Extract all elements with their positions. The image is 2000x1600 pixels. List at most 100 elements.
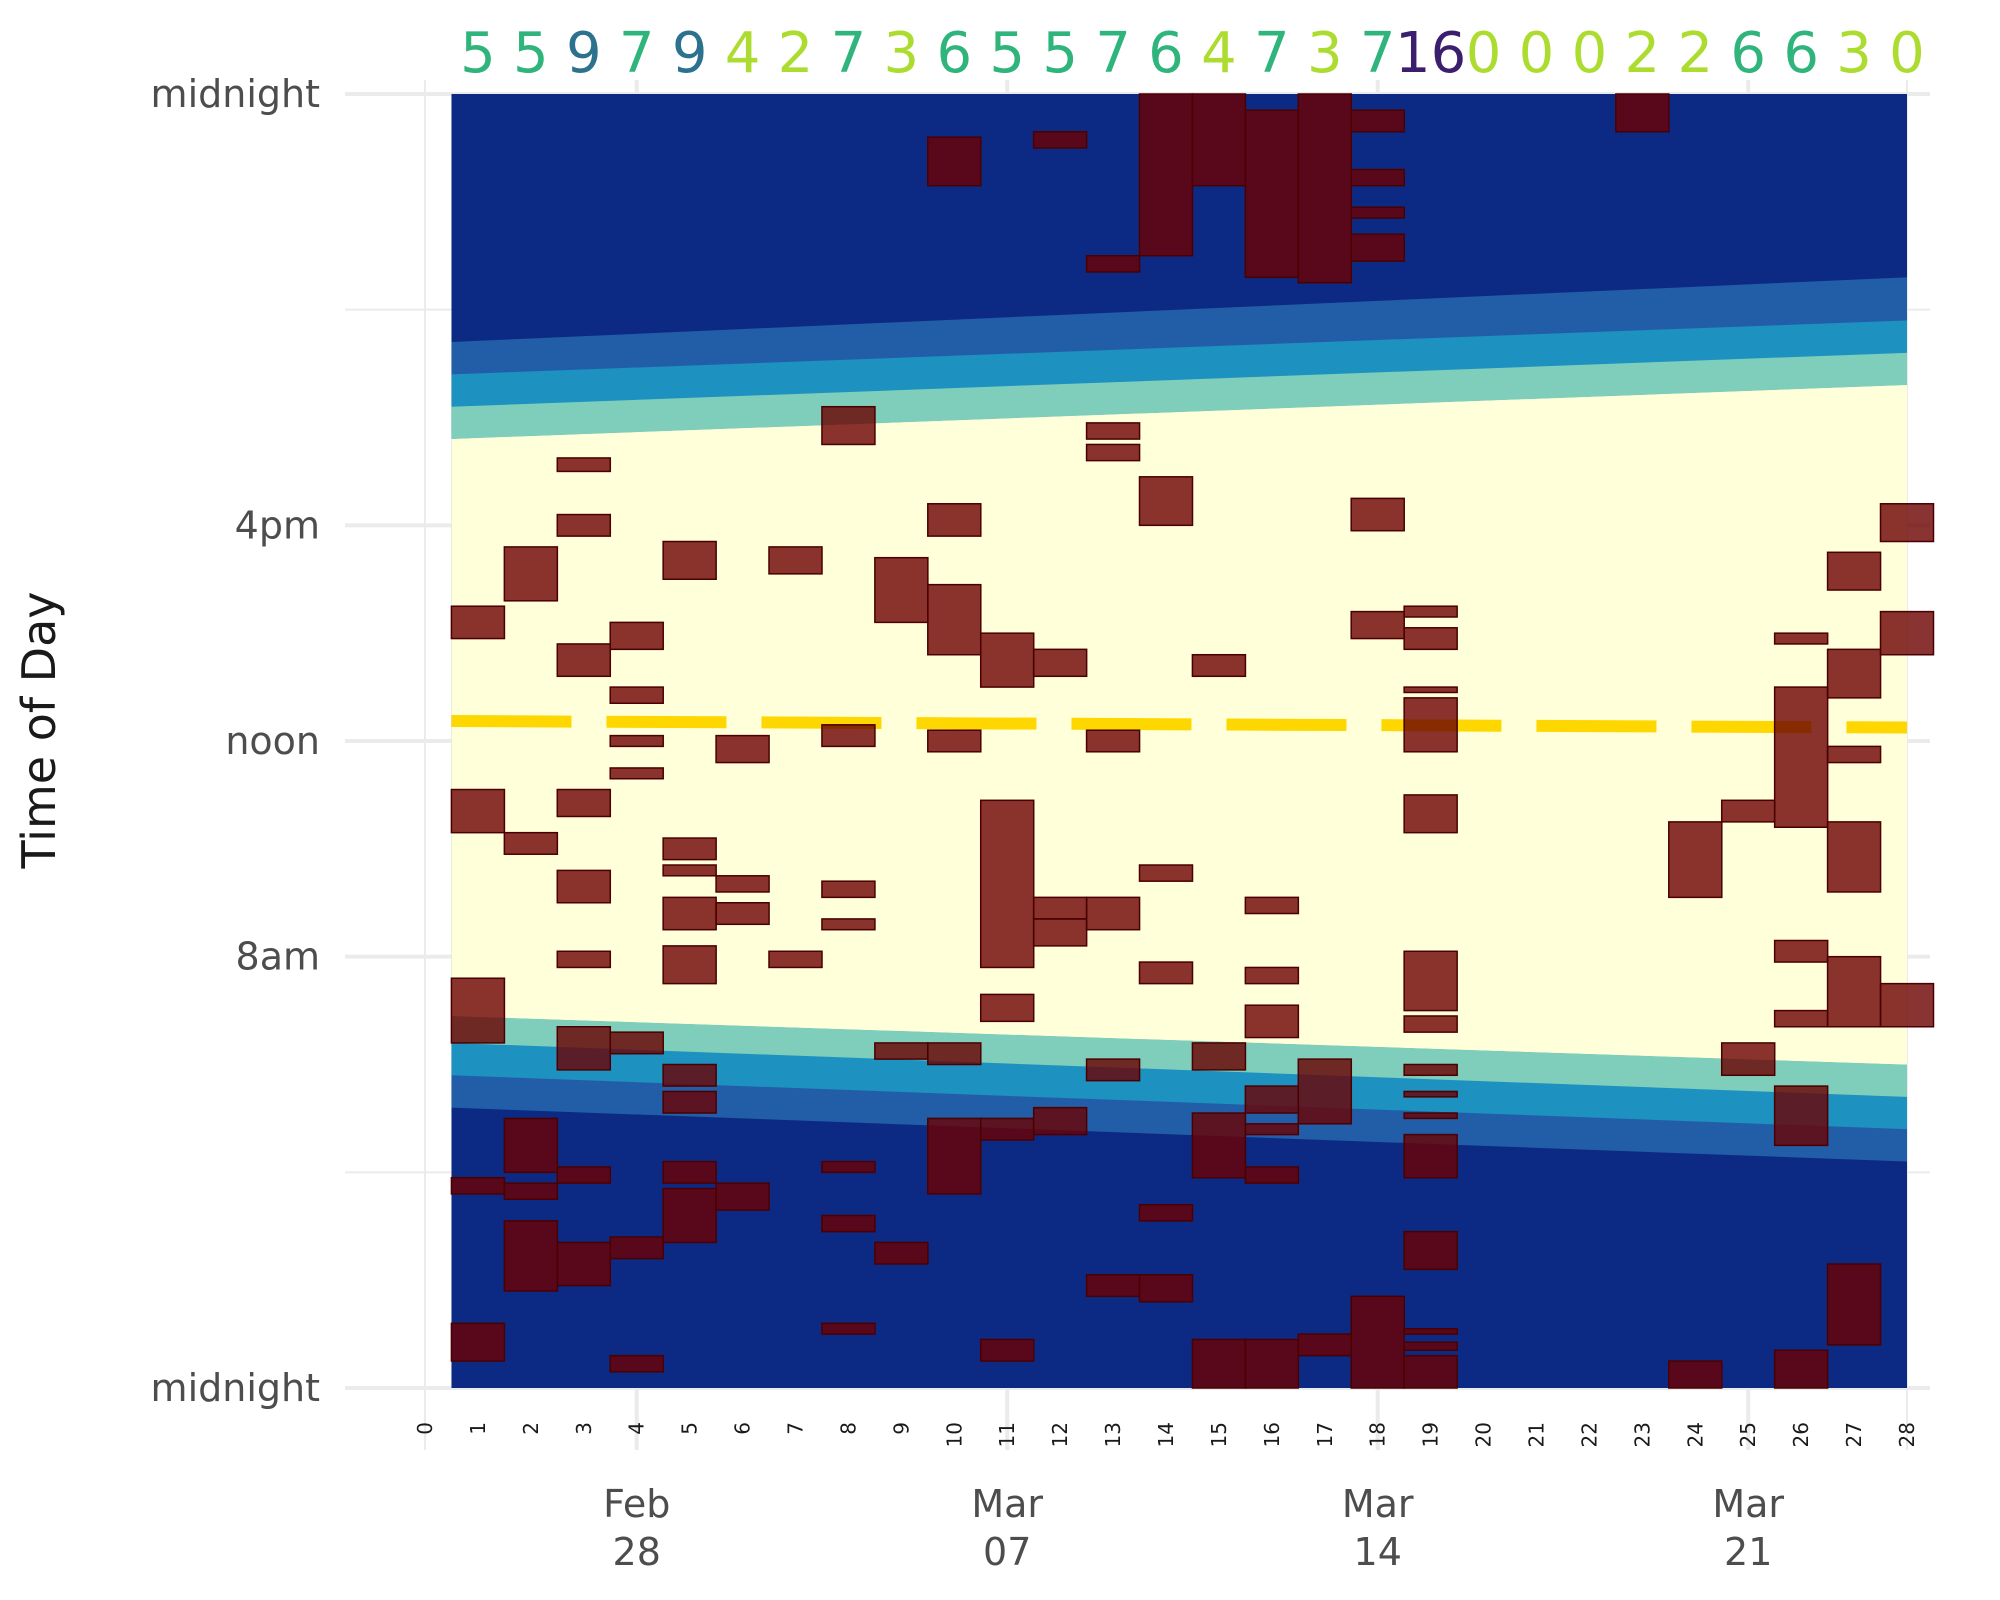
x-index-tick-13: 13 <box>1101 1422 1125 1447</box>
x-index-tick-12: 12 <box>1048 1422 1072 1447</box>
x-index-tick-17: 17 <box>1313 1422 1337 1447</box>
activity-block-62 <box>1032 130 1088 149</box>
activity-block-6 <box>503 831 559 855</box>
activity-block-99 <box>1350 233 1405 262</box>
activity-block-8 <box>503 1182 559 1201</box>
activity-block-81 <box>1191 653 1247 678</box>
x-index-tick-0: 0 <box>413 1422 437 1435</box>
activity-block-5 <box>503 546 559 602</box>
activity-block-9 <box>503 1220 559 1292</box>
activity-block-10 <box>556 457 612 473</box>
activity-block-0 <box>450 605 506 640</box>
activity-block-59 <box>979 993 1035 1023</box>
activity-block-45 <box>821 1160 876 1174</box>
daily-count-12: 5 <box>1042 21 1078 86</box>
daily-count-8: 7 <box>831 21 867 86</box>
activity-block-131 <box>1826 745 1882 764</box>
daily-count-4: 7 <box>619 21 655 86</box>
activity-block-22 <box>609 767 664 780</box>
activity-block-66 <box>1032 1106 1088 1136</box>
x-index-tick-7: 7 <box>784 1422 808 1435</box>
activity-block-2 <box>450 977 506 1044</box>
activity-block-38 <box>715 1182 770 1211</box>
activity-block-106 <box>1403 697 1458 753</box>
x-index-tick-8: 8 <box>836 1422 860 1435</box>
daily-count-15: 4 <box>1201 21 1237 86</box>
activity-block-101 <box>1350 610 1405 640</box>
daily-count-27: 3 <box>1836 21 1872 86</box>
activity-block-36 <box>715 875 770 893</box>
activity-block-107 <box>1403 794 1458 834</box>
activity-block-135 <box>1879 503 1935 543</box>
activity-block-129 <box>1826 551 1882 591</box>
activity-block-82 <box>1191 1042 1247 1071</box>
x-index-tick-1: 1 <box>466 1422 490 1435</box>
x-index-tick-25: 25 <box>1736 1422 1760 1447</box>
x-index-tick-19: 19 <box>1419 1422 1443 1447</box>
activity-block-112 <box>1403 1112 1458 1120</box>
activity-block-19 <box>609 621 664 651</box>
activity-block-32 <box>662 1090 717 1114</box>
activity-block-41 <box>821 405 876 446</box>
activity-block-4 <box>450 1322 506 1362</box>
daily-count-24: 2 <box>1677 21 1713 86</box>
activity-block-47 <box>821 1322 876 1335</box>
activity-block-78 <box>1138 1203 1194 1222</box>
activity-block-58 <box>979 799 1035 969</box>
activity-block-121 <box>1720 799 1776 823</box>
daily-count-19: 16 <box>1395 21 1466 86</box>
activity-block-136 <box>1879 610 1935 656</box>
activity-block-68 <box>1085 422 1141 440</box>
x-index-tick-3: 3 <box>572 1422 596 1435</box>
activity-block-1 <box>450 788 506 834</box>
noon-line-layer <box>451 715 1908 734</box>
activity-block-60 <box>979 1117 1035 1141</box>
activity-block-61 <box>979 1338 1035 1362</box>
activity-block-79 <box>1138 1274 1194 1303</box>
x-index-tick-15: 15 <box>1207 1422 1231 1447</box>
activity-block-37 <box>715 902 770 926</box>
activity-block-102 <box>1350 1295 1405 1389</box>
activity-block-98 <box>1350 206 1405 219</box>
x-index-tick-6: 6 <box>731 1422 755 1435</box>
activity-block-108 <box>1403 950 1458 1012</box>
x-index-tick-21: 21 <box>1525 1422 1549 1447</box>
activity-block-83 <box>1191 1112 1247 1179</box>
activity-block-67 <box>1085 255 1141 273</box>
activity-block-26 <box>662 540 717 581</box>
y-axis-label: Time of Day <box>12 592 66 870</box>
daily-count-21: 0 <box>1519 21 1555 86</box>
activity-block-40 <box>768 950 823 969</box>
y-tick-label-1: 8am <box>236 935 320 979</box>
daily-count-14: 6 <box>1148 21 1184 86</box>
activity-block-57 <box>979 632 1035 688</box>
daily-count-28: 0 <box>1889 21 1925 86</box>
daily-count-16: 7 <box>1254 21 1290 86</box>
x-date-tick-month-2: Mar <box>1342 1482 1414 1526</box>
activity-block-51 <box>927 136 982 187</box>
activity-block-69 <box>1085 443 1141 462</box>
x-index-tick-28: 28 <box>1895 1422 1919 1447</box>
activity-block-55 <box>927 1042 982 1066</box>
activity-block-34 <box>662 1187 717 1244</box>
x-index-tick-2: 2 <box>519 1422 543 1435</box>
activity-block-114 <box>1403 1230 1458 1271</box>
daily-count-10: 6 <box>936 21 972 86</box>
activity-block-65 <box>1032 918 1088 947</box>
activity-block-134 <box>1826 1263 1882 1346</box>
activity-blocks <box>450 93 1935 1389</box>
daily-count-25: 6 <box>1730 21 1766 86</box>
activity-block-123 <box>1773 632 1829 645</box>
x-axis-ticks: 0 1 2 3 4 5 6 7 8 9 10 11 12 13 14 15 16 17 18 19 20 21 22 23 24… <box>413 1422 1919 1574</box>
activity-block-70 <box>1085 729 1141 753</box>
x-date-tick-day-0: 28 <box>613 1530 661 1574</box>
activity-block-12 <box>556 643 612 678</box>
x-index-tick-10: 10 <box>942 1422 966 1447</box>
activity-block-27 <box>662 837 717 861</box>
activity-block-105 <box>1403 686 1458 694</box>
activity-block-49 <box>874 1042 929 1060</box>
daily-count-6: 4 <box>725 21 761 86</box>
y-tick-label-4: midnight <box>151 72 320 116</box>
y-axis-ticks: midnight 8am noon 4pm midnight <box>151 72 320 1410</box>
activity-block-87 <box>1244 966 1300 985</box>
